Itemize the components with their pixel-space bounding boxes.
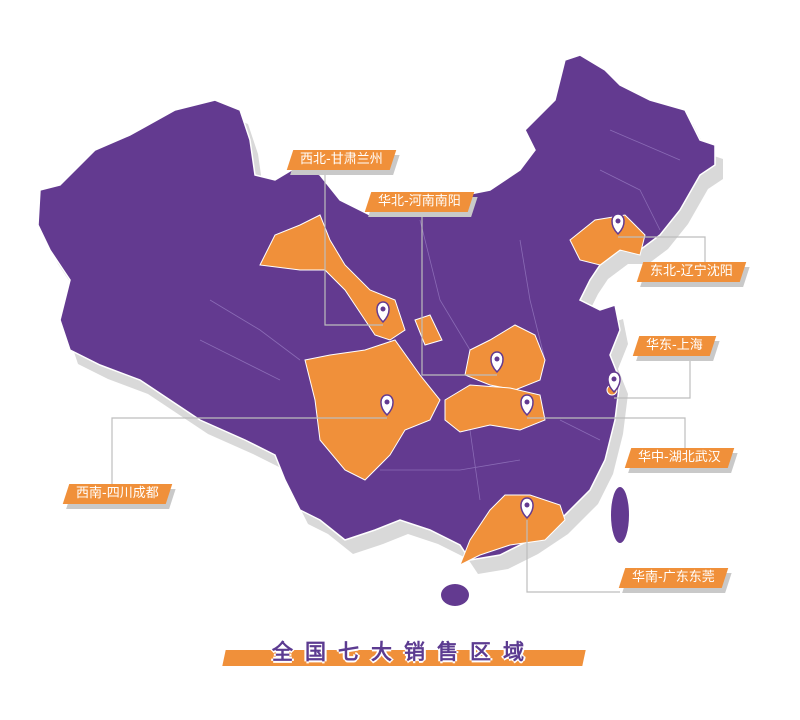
- region-label-east[interactable]: 华东-上海: [632, 336, 716, 356]
- map-pin-icon: [611, 213, 625, 236]
- map-pin-icon: [490, 351, 504, 374]
- region-label-southwest[interactable]: 西南-四川成都: [62, 484, 172, 504]
- province-guangdong: [459, 494, 566, 567]
- province-henan: [464, 324, 546, 391]
- pins: [376, 213, 625, 520]
- map-pin-icon: [380, 394, 394, 417]
- province-sichuan: [304, 339, 441, 481]
- map-pin-dot: [611, 376, 617, 382]
- province-hubei: [444, 384, 546, 433]
- region-label-south[interactable]: 华南-广东东莞: [618, 568, 728, 588]
- leader-lines: [111, 170, 706, 593]
- map-pin-icon: [520, 497, 534, 520]
- map-pin-dot: [524, 502, 530, 508]
- map-pin-dot: [615, 218, 621, 224]
- map-pin-dot: [524, 399, 530, 405]
- region-label-northwest[interactable]: 西北-甘肃兰州: [286, 150, 396, 170]
- taiwan: [611, 487, 629, 543]
- map-pin-icon: [376, 301, 390, 324]
- map-pin-dot: [380, 306, 386, 312]
- map-pin-dot: [494, 356, 500, 362]
- map-pin-dot: [384, 399, 390, 405]
- province-borders: [199, 129, 681, 501]
- hainan: [441, 584, 469, 606]
- region-label-northeast[interactable]: 东北-辽宁沈阳: [636, 262, 746, 282]
- region-label-central[interactable]: 华中-湖北武汉: [624, 448, 734, 468]
- map-pin-icon: [607, 371, 621, 394]
- province-gansu: [259, 214, 406, 341]
- province-liaoning: [569, 214, 646, 266]
- map-pin-icon: [520, 394, 534, 417]
- region-label-north[interactable]: 华北-河南南阳: [364, 192, 474, 212]
- map-title: 全国七大销售区域: [272, 640, 536, 664]
